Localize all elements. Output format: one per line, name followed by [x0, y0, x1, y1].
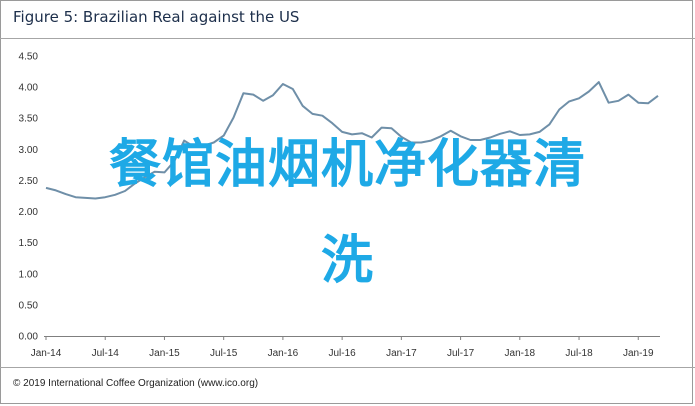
x-tick-label: Jul-14	[92, 348, 120, 359]
y-tick-label: 0.00	[19, 332, 39, 343]
x-tick-label: Jan-16	[268, 348, 299, 359]
series-line	[45, 81, 659, 200]
y-axis: 0.00 0.50 1.00 1.50 2.00 2.50 3.00 3.50 4.00 4.50	[19, 52, 39, 343]
x-tick-label: Jul-15	[210, 348, 238, 359]
x-tick-label: Jan-14	[31, 348, 62, 359]
x-tick-label: Jul-18	[565, 348, 593, 359]
line-chart: 0.00 0.50 1.00 1.50 2.00 2.50 3.00 3.50 4.00 4.50…	[0, 38, 695, 368]
x-tick-label: Jul-17	[447, 348, 475, 359]
x-tick-label: Jan-18	[505, 348, 536, 359]
chart-title: Figure 5: Brazilian Real against the US	[13, 8, 300, 26]
x-tick-label: Jan-17	[386, 348, 417, 359]
y-tick-label: 2.50	[19, 176, 39, 187]
overlay-text-line-2: 洗	[320, 231, 374, 291]
figure-header: Figure 5: Brazilian Real against the US	[0, 0, 695, 38]
y-tick-label: 1.00	[19, 269, 39, 280]
y-tick-label: 4.00	[19, 83, 39, 94]
overlay-text-line-1: 餐馆油烟机净化器清	[108, 135, 586, 195]
x-tick-label: Jul-16	[329, 348, 357, 359]
y-tick-label: 3.00	[19, 145, 39, 156]
copyright-note: © 2019 International Coffee Organization…	[13, 378, 259, 389]
y-tick-label: 2.00	[19, 207, 39, 218]
x-tick-label: Jan-15	[149, 348, 180, 359]
y-tick-label: 1.50	[19, 238, 39, 249]
y-tick-label: 3.50	[19, 114, 39, 125]
y-tick-label: 0.50	[19, 300, 39, 311]
x-tick-label: Jan-19	[623, 348, 654, 359]
y-tick-label: 4.50	[19, 52, 39, 63]
x-axis: Jan-14 Jul-14 Jan-15 Jul-15 Jan-16 Jul-16 Jan-…	[31, 336, 654, 359]
